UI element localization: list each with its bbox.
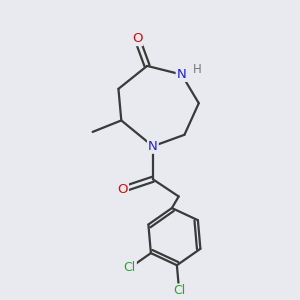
- Text: N: N: [148, 140, 158, 153]
- Text: O: O: [118, 183, 128, 196]
- Text: N: N: [177, 68, 186, 81]
- Text: H: H: [193, 63, 201, 76]
- Text: Cl: Cl: [173, 284, 185, 298]
- Text: O: O: [132, 32, 142, 45]
- Text: Cl: Cl: [124, 261, 136, 274]
